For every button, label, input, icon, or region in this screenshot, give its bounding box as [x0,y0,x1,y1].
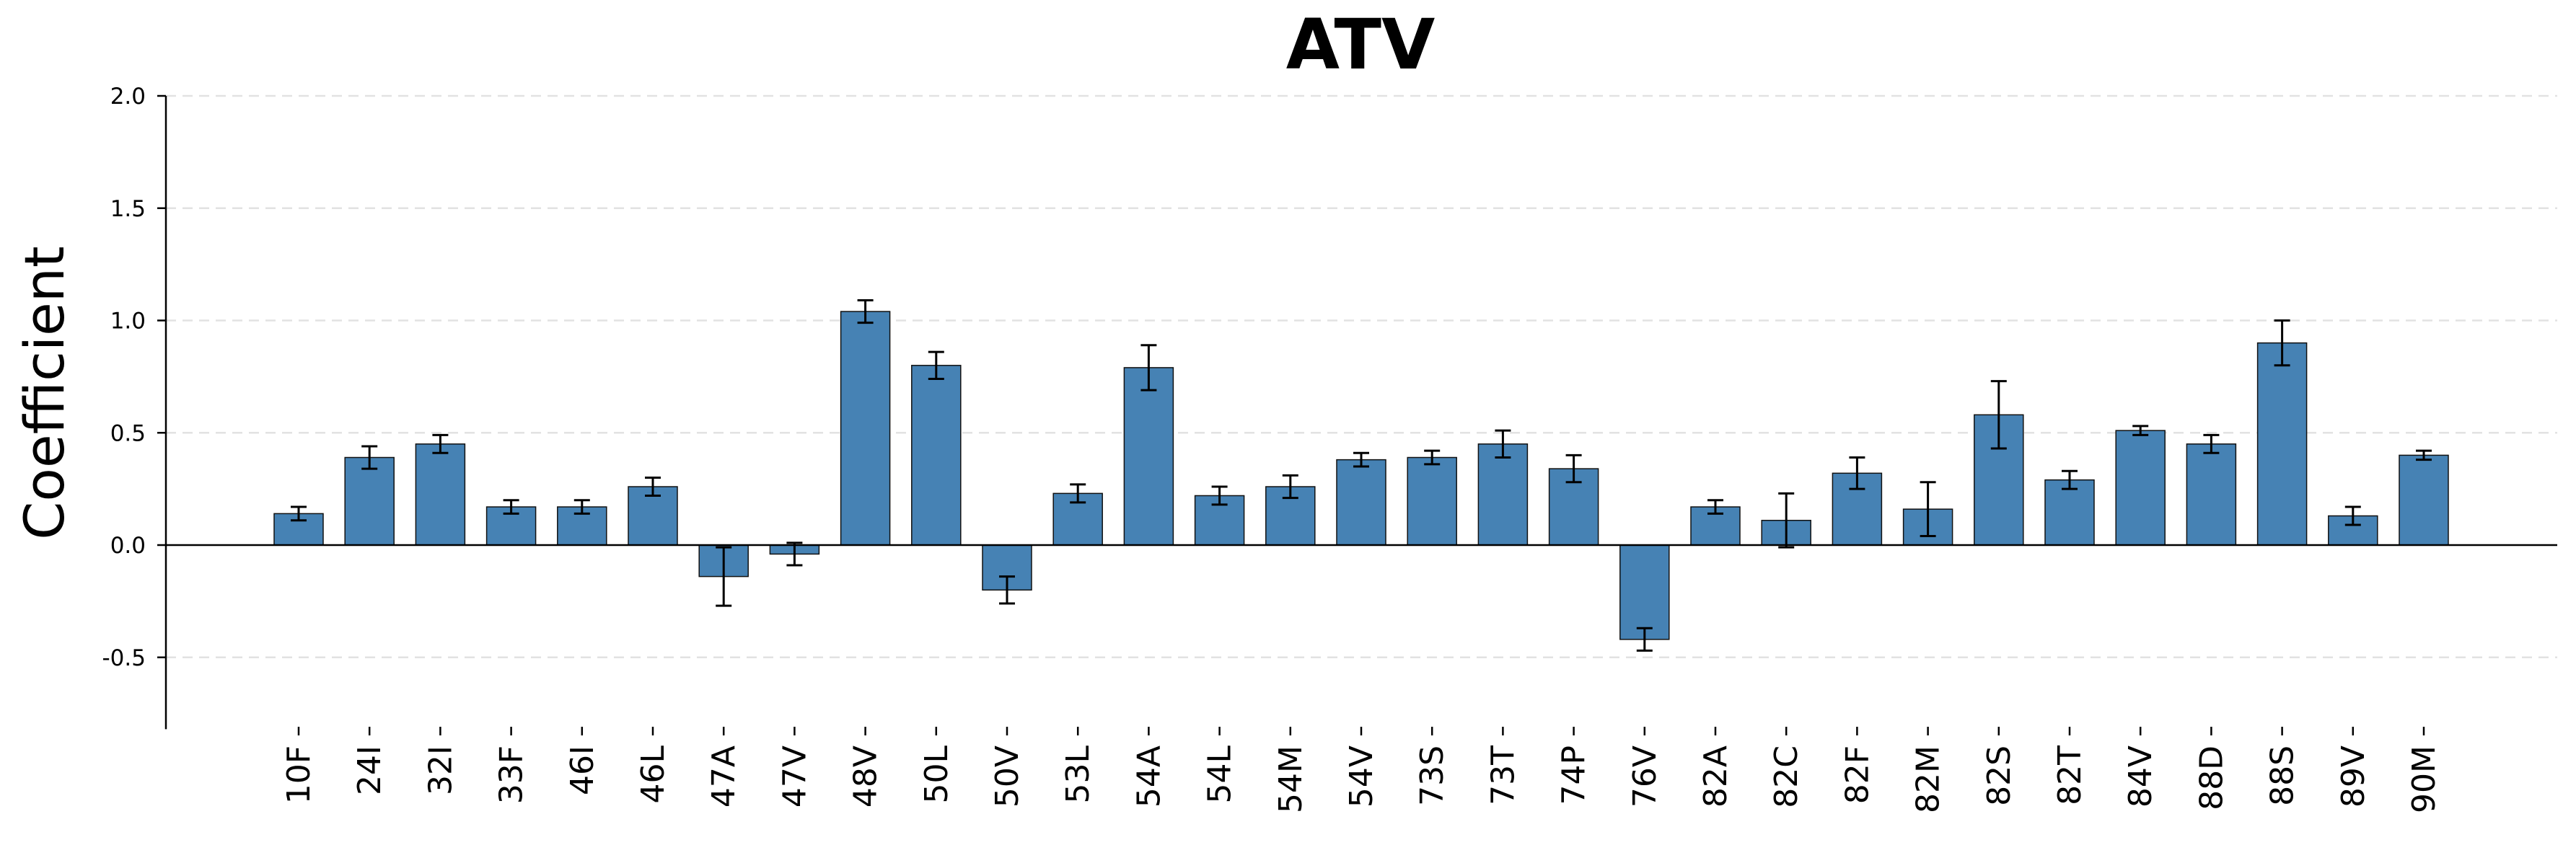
bar [1619,544,1670,640]
bar [2256,342,2308,546]
bars [273,311,2449,640]
x-tick-label: 47A [705,746,742,808]
x-tick-label: 32I [422,746,459,795]
bar [2115,430,2166,546]
x-tick-label: 82T [2052,746,2088,805]
x-tick-label: 46L [635,746,672,804]
x-tick-label: 74P [1556,746,1593,805]
x-tick-label: 50L [918,746,955,804]
bar [1407,456,1457,546]
x-ticks: 10F 24I 32I 33F 46I 46L 47A 47V 48V 50L 50V 53L 54A 5… [281,727,2443,813]
bar [1123,367,1174,546]
x-tick-label: 54A [1130,746,1167,808]
x-tick-label: 82M [1910,746,1947,813]
bar [2186,443,2237,546]
x-tick-label: 48V [848,746,884,808]
bar [911,365,962,546]
bar [840,311,891,546]
bar [1477,443,1529,546]
x-tick-label: 53L [1060,746,1096,804]
x-tick-label: 82C [1768,746,1805,808]
bar [2399,454,2449,546]
x-tick-label: 73T [1485,746,1521,805]
y-ticks: -0.5 0.0 0.5 1.0 1.5 2.0 [102,84,166,671]
error-bars [291,298,2432,652]
x-tick-label: 54M [1272,746,1309,813]
x-tick-label: 73S [1414,746,1451,806]
y-tick-label: 0.0 [110,533,146,559]
x-tick-label: 54V [1343,746,1380,808]
x-tick-label: 50V [989,746,1026,808]
grid-lines [166,94,2557,658]
bar [415,443,466,546]
chart-title: ATV [1286,4,1436,85]
x-tick-label: 82S [1981,746,2018,806]
x-tick-label: 54L [1202,746,1239,804]
x-tick-label: 24I [351,746,388,795]
y-tick-label: 0.5 [110,420,146,446]
bar [344,456,395,546]
x-tick-label: 76V [1627,746,1663,808]
y-tick-label: 1.5 [110,196,146,222]
x-tick-label: 46I [564,746,601,795]
x-tick-label: 10F [281,746,317,804]
x-tick-label: 88D [2193,746,2230,810]
x-tick-label: 82A [1697,746,1734,808]
y-axis-label: Coefficient [12,246,76,539]
bar [1336,459,1386,546]
x-tick-label: 89V [2335,746,2372,808]
y-tick-label: 2.0 [110,84,146,110]
y-tick-label: 1.0 [110,309,146,335]
x-tick-label: 88S [2264,746,2301,806]
x-tick-label: 47V [776,746,813,808]
axes [164,96,2557,730]
y-tick-label: -0.5 [102,645,146,671]
x-tick-label: 33F [493,746,530,804]
x-tick-label: 84V [2122,746,2159,808]
x-tick-label: 82F [1839,746,1876,804]
x-tick-label: 90M [2406,746,2443,813]
